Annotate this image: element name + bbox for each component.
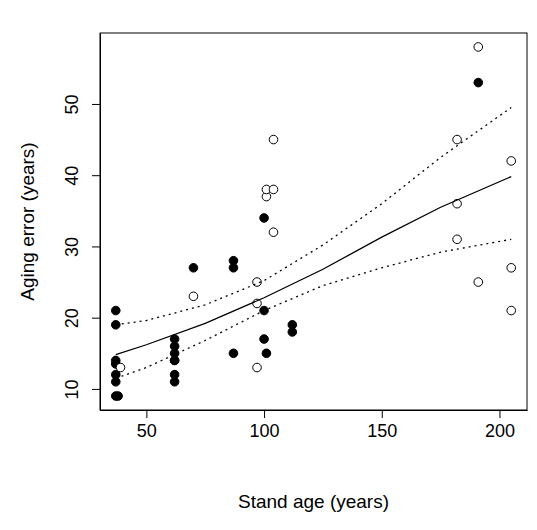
y-tick: 20 (62, 308, 100, 328)
y-tick-mark (92, 389, 100, 390)
filled-point (474, 78, 483, 87)
marks (111, 43, 515, 401)
filled-point (288, 328, 297, 337)
y-tick-label: 20 (62, 308, 82, 328)
filled-point (111, 377, 120, 386)
x-axis-line (101, 410, 528, 411)
x-tick: 100 (250, 410, 280, 441)
y-tick-mark (92, 318, 100, 319)
x-tick-mark (264, 410, 265, 418)
filled-point (229, 349, 238, 358)
open-point (507, 157, 516, 166)
y-axis: 10 20 30 40 50 (62, 34, 101, 411)
x-tick: 150 (367, 410, 397, 441)
y-tick-mark (92, 175, 100, 176)
y-tick-mark (92, 104, 100, 105)
plot: 50 100 150 200 10 20 30 40 50 (62, 33, 528, 441)
y-axis-title: Aging error (years) (17, 142, 38, 300)
y-tick-label: 40 (62, 166, 82, 186)
fit-line (116, 177, 511, 355)
chart: 50 100 150 200 10 20 30 40 50 Stand age (years) Ag… (0, 0, 537, 530)
filled-point (260, 335, 269, 344)
open-point (474, 43, 483, 52)
open-point (116, 363, 125, 372)
y-tick: 10 (62, 379, 100, 399)
x-tick-mark (499, 410, 500, 418)
y-tick-mark (92, 246, 100, 247)
x-tick: 50 (137, 410, 157, 441)
x-tick: 200 (485, 410, 515, 441)
filled-point (170, 356, 179, 365)
open-point (474, 278, 483, 287)
x-tick-label: 200 (485, 421, 515, 441)
y-tick: 40 (62, 166, 100, 186)
y-axis-line (100, 34, 101, 411)
x-tick-mark (382, 410, 383, 418)
x-tick-mark (146, 410, 147, 418)
open-point (269, 185, 278, 194)
open-point (189, 292, 198, 301)
confidence-line (116, 239, 511, 378)
x-tick-label: 100 (250, 421, 280, 441)
filled-point (114, 392, 123, 401)
plot-frame (100, 33, 527, 410)
open-point (269, 228, 278, 237)
y-tick-label: 50 (62, 94, 82, 114)
open-point (453, 235, 462, 244)
open-point (453, 135, 462, 144)
y-tick: 30 (62, 237, 100, 257)
open-point (253, 363, 262, 372)
filled-point (111, 306, 120, 315)
filled-point (170, 377, 179, 386)
open-point (507, 306, 516, 315)
open-point (507, 264, 516, 273)
x-axis: 50 100 150 200 (101, 410, 528, 441)
open-point (269, 135, 278, 144)
y-tick: 50 (62, 94, 100, 114)
filled-point (262, 349, 271, 358)
y-tick-label: 30 (62, 237, 82, 257)
y-tick-label: 10 (62, 379, 82, 399)
x-axis-title: Stand age (years) (238, 491, 389, 512)
filled-point (260, 214, 269, 223)
x-tick-label: 150 (367, 421, 397, 441)
filled-point (170, 356, 179, 365)
confidence-line (116, 108, 511, 325)
filled-point (189, 264, 198, 273)
x-tick-label: 50 (137, 421, 157, 441)
filled-point (229, 264, 238, 273)
